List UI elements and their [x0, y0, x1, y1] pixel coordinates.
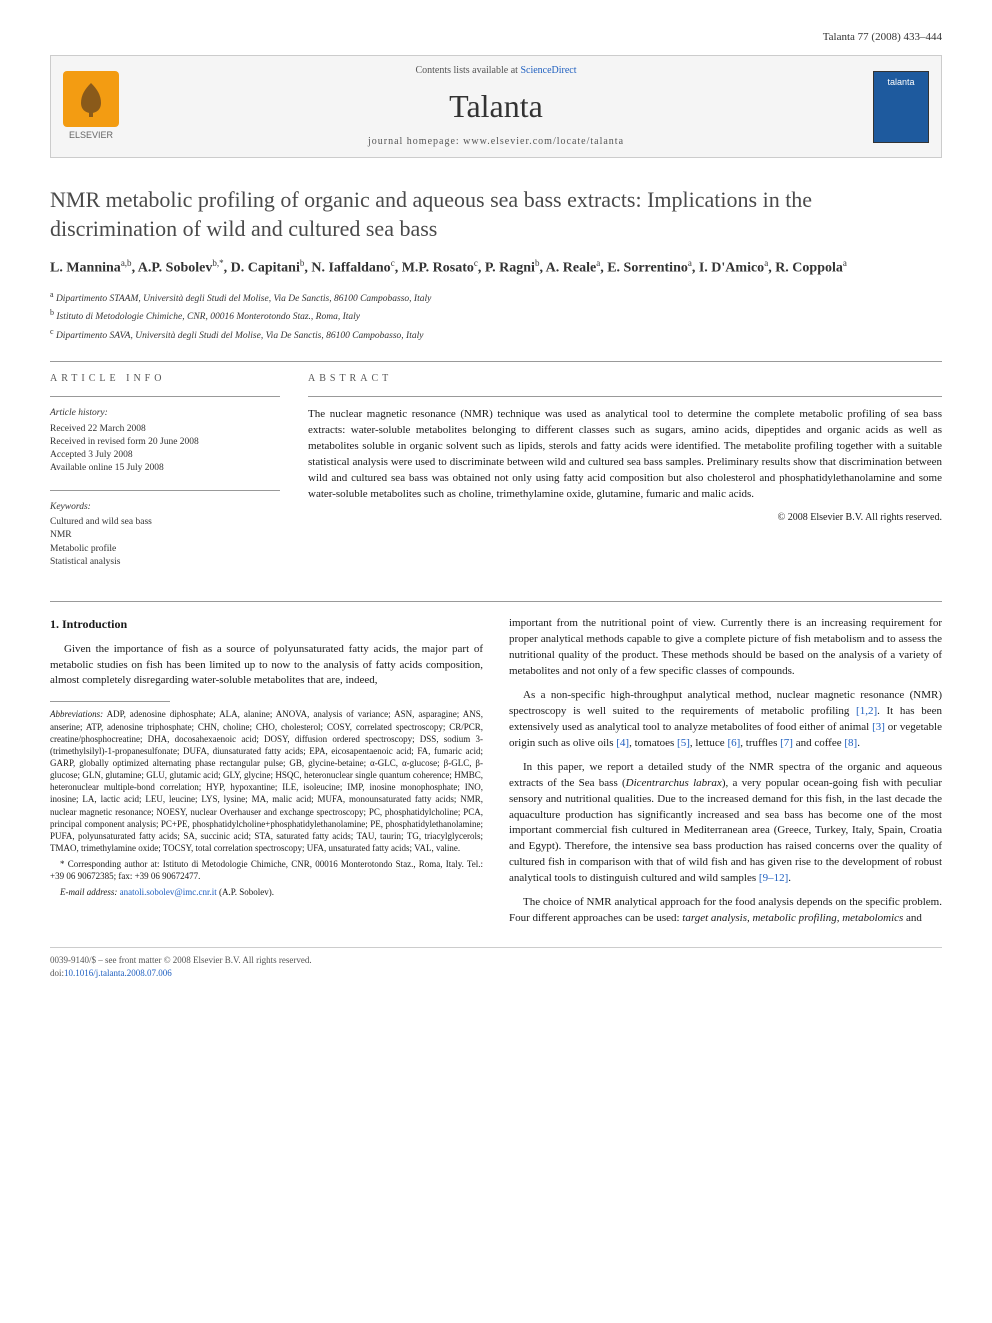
footer: 0039-9140/$ – see front matter © 2008 El…: [50, 947, 942, 979]
footer-copyright: 0039-9140/$ – see front matter © 2008 El…: [50, 954, 942, 967]
article-info-col: ARTICLE INFO Article history: Received 2…: [50, 372, 280, 583]
ref-link[interactable]: [5]: [677, 737, 690, 749]
journal-name: Talanta: [119, 84, 873, 129]
email-link[interactable]: anatoli.sobolev@imc.cnr.it: [120, 887, 217, 897]
ref-link[interactable]: [6]: [727, 737, 740, 749]
email-who: (A.P. Sobolev).: [217, 887, 274, 897]
abbrev-label: Abbreviations:: [50, 709, 103, 719]
abbrev-text: ADP, adenosine diphosphate; ALA, alanine…: [50, 709, 483, 853]
contents-prefix: Contents lists available at: [415, 65, 520, 76]
ref-link[interactable]: [3]: [872, 721, 885, 733]
body-p2: important from the nutritional point of …: [509, 616, 942, 680]
rule-info-2: [50, 490, 280, 491]
abstract-text: The nuclear magnetic resonance (NMR) tec…: [308, 407, 942, 503]
article-title: NMR metabolic profiling of organic and a…: [50, 186, 942, 243]
doi-link[interactable]: 10.1016/j.talanta.2008.07.006: [64, 968, 172, 978]
journal-banner: ELSEVIER Contents lists available at Sci…: [50, 55, 942, 158]
rule-below-abstract: [50, 601, 942, 602]
running-header: Talanta 77 (2008) 433–444: [50, 30, 942, 45]
rule-info-1: [50, 396, 280, 397]
elsevier-tree-icon: [63, 71, 119, 127]
abstract-head: ABSTRACT: [308, 372, 942, 386]
body-columns: 1. Introduction Given the importance of …: [50, 616, 942, 927]
keyword: Cultured and wild sea bass: [50, 516, 280, 529]
history-item: Received 22 March 2008: [50, 423, 280, 436]
homepage-url: www.elsevier.com/locate/talanta: [463, 136, 624, 147]
p3-g: and coffee: [793, 737, 844, 749]
p3-e: , lettuce: [690, 737, 728, 749]
ref-link[interactable]: [9–12]: [759, 872, 788, 884]
footnote-rule: [50, 701, 170, 702]
homepage-prefix: journal homepage:: [368, 136, 463, 147]
corr-footnote: * Corresponding author at: Istituto di M…: [50, 858, 483, 882]
history-item: Received in revised form 20 June 2008: [50, 436, 280, 449]
p5-b: and: [903, 912, 922, 924]
abbrev-footnote: Abbreviations: ADP, adenosine diphosphat…: [50, 708, 483, 854]
affiliations: a Dipartimento STAAM, Università degli S…: [50, 289, 942, 343]
affiliation: c Dipartimento SAVA, Università degli St…: [50, 326, 942, 343]
p3-f: , truffles: [740, 737, 780, 749]
ref-link[interactable]: [8]: [844, 737, 857, 749]
keyword: Metabolic profile: [50, 543, 280, 556]
ref-link[interactable]: [7]: [780, 737, 793, 749]
rule-above-info: [50, 361, 942, 362]
publisher-block: ELSEVIER: [63, 71, 119, 142]
abstract-copyright: © 2008 Elsevier B.V. All rights reserved…: [308, 511, 942, 525]
keyword: NMR: [50, 529, 280, 542]
p4-c: .: [788, 872, 791, 884]
intro-heading: 1. Introduction: [50, 616, 483, 633]
publisher-name: ELSEVIER: [69, 129, 113, 142]
doi-label: doi:: [50, 968, 64, 978]
ref-link[interactable]: [1,2]: [856, 705, 877, 717]
affiliation: b Istituto di Metodologie Chimiche, CNR,…: [50, 307, 942, 324]
ref-link[interactable]: [4]: [616, 737, 629, 749]
history-item: Available online 15 July 2008: [50, 462, 280, 475]
p4-b: ), a very popular ocean-going fish with …: [509, 777, 942, 885]
body-p3: As a non-specific high-throughput analyt…: [509, 688, 942, 752]
email-footnote: E-mail address: anatoli.sobolev@imc.cnr.…: [50, 886, 483, 898]
body-p4: In this paper, we report a detailed stud…: [509, 760, 942, 888]
email-label: E-mail address:: [60, 887, 120, 897]
p5-italic: target analysis, metabolic profiling, me…: [682, 912, 903, 924]
affiliation: a Dipartimento STAAM, Università degli S…: [50, 289, 942, 306]
p3-h: .: [857, 737, 860, 749]
banner-right: talanta: [873, 71, 929, 143]
abstract-col: ABSTRACT The nuclear magnetic resonance …: [308, 372, 942, 583]
info-abstract-row: ARTICLE INFO Article history: Received 2…: [50, 372, 942, 583]
p4-italic: Dicentrarchus labrax: [626, 777, 722, 789]
keyword: Statistical analysis: [50, 556, 280, 569]
cover-label: talanta: [887, 76, 914, 89]
sciencedirect-link[interactable]: ScienceDirect: [520, 65, 576, 76]
homepage-line: journal homepage: www.elsevier.com/locat…: [119, 135, 873, 149]
body-p5: The choice of NMR analytical approach fo…: [509, 895, 942, 927]
elsevier-logo: ELSEVIER: [63, 71, 119, 142]
journal-cover-thumb: talanta: [873, 71, 929, 143]
banner-center: Contents lists available at ScienceDirec…: [119, 64, 873, 149]
keywords-block: Keywords: Cultured and wild sea bass NMR…: [50, 501, 280, 569]
history-item: Accepted 3 July 2008: [50, 449, 280, 462]
rule-abstract: [308, 396, 942, 397]
history-label: Article history:: [50, 407, 280, 420]
footer-doi: doi:10.1016/j.talanta.2008.07.006: [50, 967, 942, 980]
contents-line: Contents lists available at ScienceDirec…: [119, 64, 873, 78]
keywords-label: Keywords:: [50, 501, 280, 514]
footnotes: Abbreviations: ADP, adenosine diphosphat…: [50, 708, 483, 898]
article-info-head: ARTICLE INFO: [50, 372, 280, 386]
body-p1: Given the importance of fish as a source…: [50, 642, 483, 690]
history-block: Article history: Received 22 March 2008 …: [50, 407, 280, 475]
authors: L. Manninaa,b, A.P. Sobolevb,*, D. Capit…: [50, 257, 942, 279]
p3-d: , tomatoes: [629, 737, 677, 749]
